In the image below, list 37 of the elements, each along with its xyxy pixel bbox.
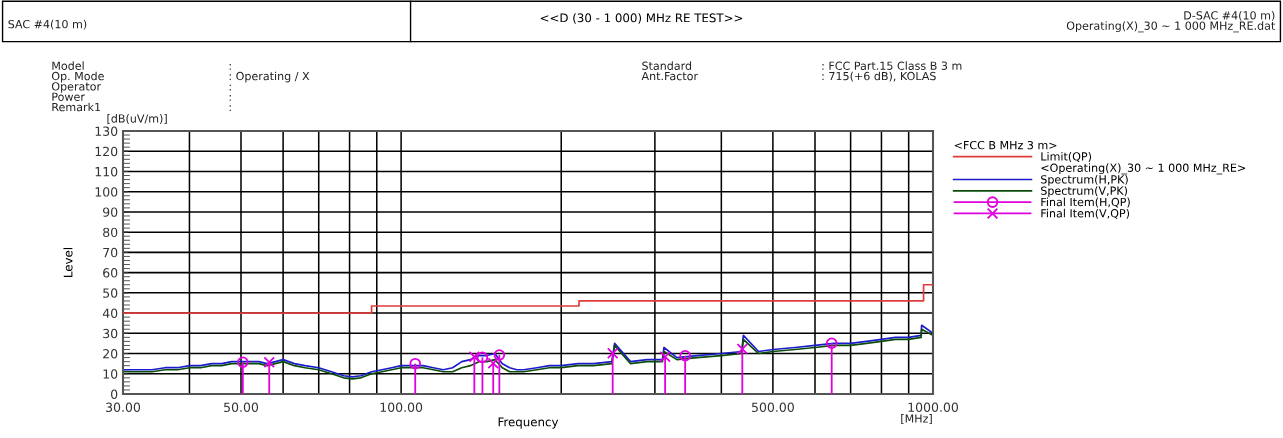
y-tick-label: 40 (102, 308, 118, 318)
y-tick-label: 120 (95, 146, 118, 157)
text: Final Item(H,QP) (1041, 197, 1130, 208)
text: D-SAC #4(10 m) Operating(X)_30 ~ 1 000 MHz_RE.dat (1066, 10, 1276, 33)
x-tick-label: 100.00 (380, 402, 423, 413)
text: Limit(QP) (1041, 152, 1092, 162)
y-tick-label: 10 (103, 369, 118, 379)
x-tick-label: 500.00 (751, 402, 794, 413)
y-tick-label: 50 (103, 288, 118, 298)
text: Standard Ant.Factor (641, 61, 699, 81)
y-axis-title: Level (63, 248, 73, 277)
text: [dB(uV/m)] (107, 114, 167, 124)
text: Model Op. Mode Operator Power Remark1 (51, 61, 104, 112)
text: : FCC Part.15 Class B 3 m : 715(+6 dB), KOLAS (822, 61, 962, 82)
y-tick-label: 100 (95, 187, 118, 197)
text: Final Item(V,QP) (1041, 208, 1130, 219)
text: SAC #4(10 m) (8, 19, 87, 30)
text: Spectrum(V,PK) (1041, 186, 1127, 197)
x-axis-title: Frequency (498, 417, 559, 429)
text: Spectrum(H,PK) (1041, 174, 1128, 186)
x-tick-label: 50.00 (224, 402, 259, 413)
text: [MHz] (901, 414, 932, 425)
legend-title: <FCC B MHz 3 m> (954, 140, 1057, 150)
y-tick-label: 60 (103, 268, 118, 278)
y-tick-label: 110 (95, 166, 118, 177)
x-tick-label: 30.00 (106, 402, 141, 413)
x-tick-label: 1000.00 (908, 402, 959, 413)
y-tick-label: 30 (103, 328, 118, 339)
chart-title: <<D (30 - 1 000) MHz RE TEST>> (540, 13, 743, 24)
y-tick-label: 0 (111, 389, 118, 399)
y-tick-label: 20 (103, 349, 118, 359)
y-tick-label: 90 (103, 207, 118, 217)
y-tick-label: 80 (103, 227, 118, 238)
text: : : Operating / X : : : (229, 64, 310, 112)
y-tick-label: 70 (103, 247, 118, 258)
text: <Operating(X)_30 ~ 1 000 MHz_RE> (1041, 163, 1246, 175)
y-tick-label: 130 (95, 126, 118, 136)
